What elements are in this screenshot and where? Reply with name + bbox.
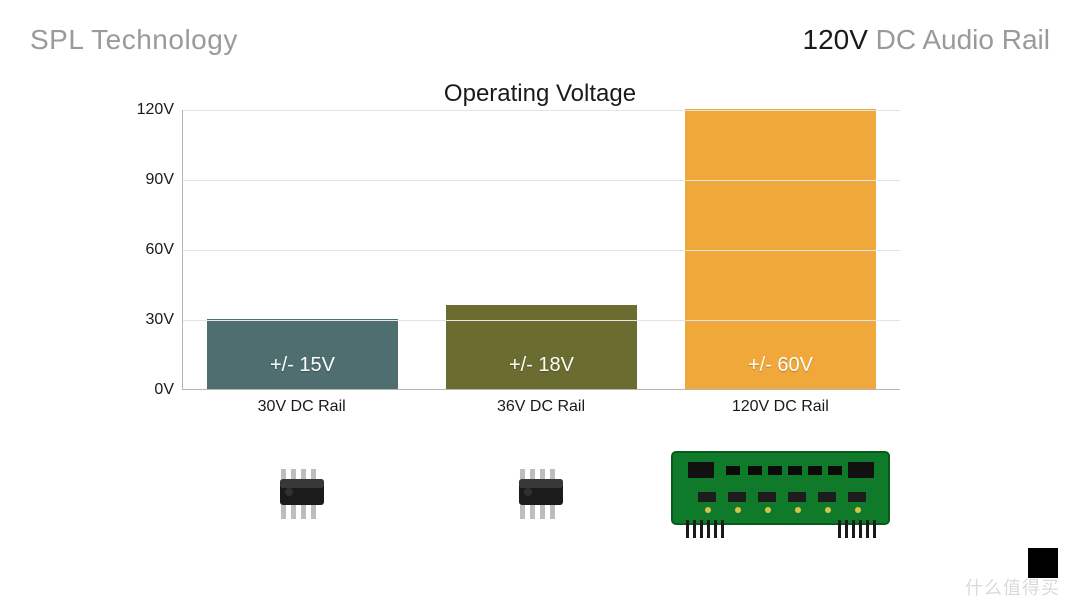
header-right-light: DC Audio Rail: [868, 24, 1050, 55]
icon-slot: [661, 445, 900, 545]
grid-line: [183, 110, 900, 111]
header-right: 120V DC Audio Rail: [803, 24, 1051, 56]
x-tick-label: 30V DC Rail: [182, 398, 421, 416]
header: SPL Technology 120V DC Audio Rail: [30, 24, 1050, 56]
grid-line: [183, 180, 900, 181]
bar: +/- 15V: [207, 319, 398, 389]
y-tick-label: 120V: [120, 101, 174, 119]
chip-icon: [506, 467, 576, 523]
bar: +/- 18V: [446, 305, 637, 389]
bar: +/- 60V: [685, 109, 876, 389]
icon-slot: [182, 445, 421, 545]
header-left: SPL Technology: [30, 24, 238, 56]
bar-value-label: +/- 15V: [207, 354, 398, 377]
y-tick-label: 60V: [120, 241, 174, 259]
plot-area: +/- 15V +/- 18V +/- 60V: [182, 110, 900, 390]
y-tick-label: 0V: [120, 381, 174, 399]
bar-value-label: +/- 60V: [685, 354, 876, 377]
x-tick-label: 36V DC Rail: [421, 398, 660, 416]
pcb-icon: [668, 448, 893, 543]
icons-row: [182, 445, 900, 545]
watermark-text: 什么值得买: [965, 574, 1060, 600]
icon-slot: [421, 445, 660, 545]
x-tick-label: 120V DC Rail: [661, 398, 900, 416]
slide: SPL Technology 120V DC Audio Rail Operat…: [0, 0, 1080, 608]
chip-icon: [267, 467, 337, 523]
bar-value-label: +/- 18V: [446, 354, 637, 377]
x-axis-labels: 30V DC Rail36V DC Rail120V DC Rail: [182, 398, 900, 416]
y-tick-label: 90V: [120, 171, 174, 189]
header-right-bold: 120V: [803, 24, 868, 55]
grid-line: [183, 250, 900, 251]
grid-line: [183, 320, 900, 321]
bar-chart: 0V30V60V90V120V +/- 15V+/- 18V+/- 60V 30…: [120, 110, 900, 405]
y-tick-label: 30V: [120, 311, 174, 329]
